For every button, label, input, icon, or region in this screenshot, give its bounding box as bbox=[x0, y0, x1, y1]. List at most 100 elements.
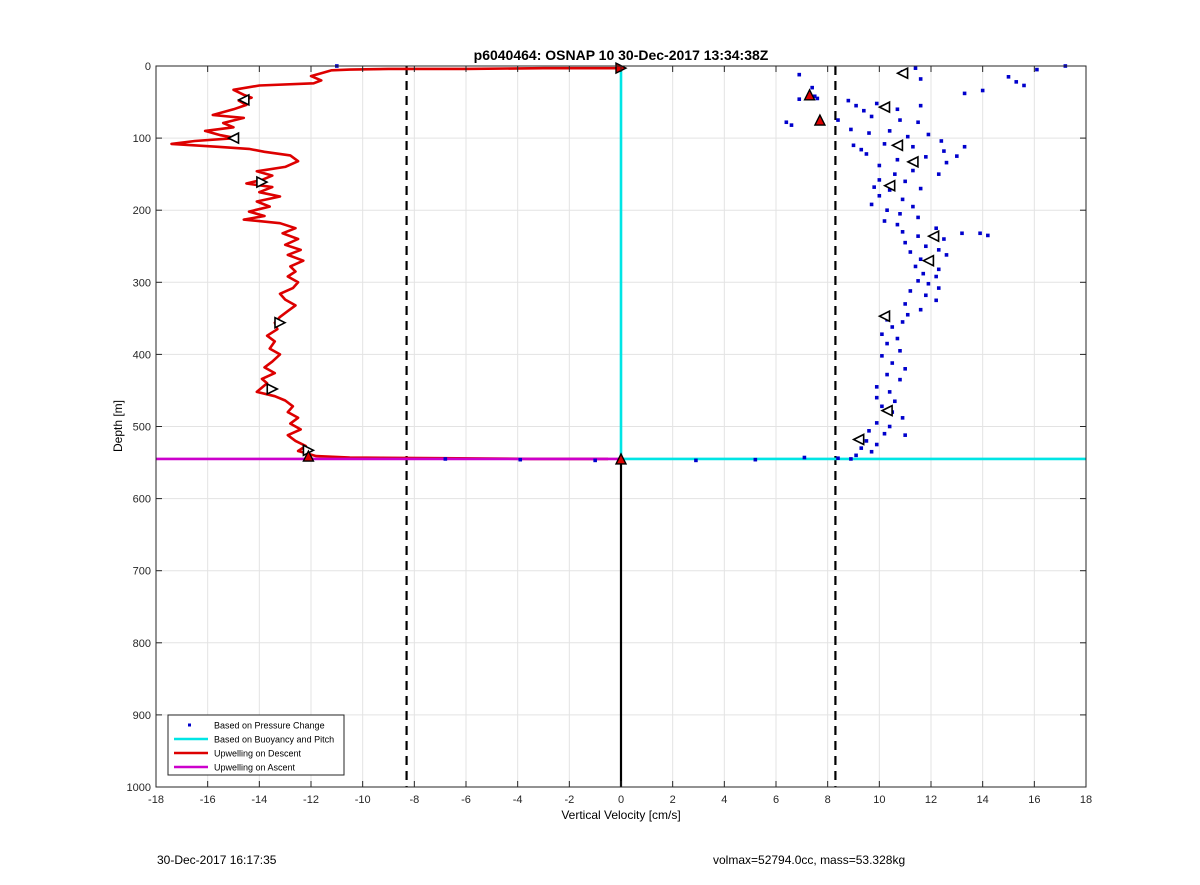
pressure-point bbox=[859, 147, 864, 152]
pressure-point bbox=[753, 457, 758, 462]
y-tick-label: 0 bbox=[145, 61, 151, 73]
x-tick-label: 18 bbox=[1080, 794, 1092, 806]
pressure-point bbox=[918, 307, 923, 312]
pressure-point bbox=[924, 244, 928, 249]
legend-label: Upwelling on Ascent bbox=[214, 763, 296, 773]
pressure-point bbox=[913, 264, 918, 269]
open-triangle-marker bbox=[256, 175, 269, 189]
reference-lines bbox=[405, 66, 837, 787]
pressure-point bbox=[867, 131, 871, 135]
pressure-point bbox=[1035, 67, 1039, 72]
x-tick-label: -6 bbox=[461, 794, 471, 806]
pressure-point bbox=[978, 231, 982, 236]
pressure-point bbox=[874, 395, 879, 400]
pressure-point bbox=[887, 129, 892, 133]
pressure-point bbox=[980, 88, 985, 93]
pressure-point bbox=[962, 91, 967, 96]
pressure-point bbox=[895, 222, 900, 227]
pressure-point bbox=[815, 96, 820, 101]
pressure-point bbox=[1014, 80, 1019, 84]
series-line bbox=[170, 66, 621, 461]
pressure-point bbox=[898, 377, 902, 382]
y-tick-label: 500 bbox=[133, 422, 151, 434]
pressure-point bbox=[895, 107, 900, 112]
pressure-point bbox=[955, 154, 959, 158]
pressure-point bbox=[900, 320, 905, 324]
pressure-point bbox=[903, 179, 907, 184]
pressure-point bbox=[890, 325, 895, 329]
open-triangle-marker bbox=[890, 139, 904, 152]
pressure-point bbox=[812, 94, 817, 99]
open-triangle-marker bbox=[274, 316, 287, 329]
pressure-point bbox=[918, 77, 923, 81]
open-triangle-marker bbox=[906, 155, 919, 169]
pressure-point bbox=[836, 118, 840, 122]
x-tick-label: -2 bbox=[564, 794, 574, 806]
pressure-point bbox=[874, 101, 879, 106]
pressure-point bbox=[859, 446, 864, 450]
pressure-point bbox=[926, 281, 931, 286]
pressure-point bbox=[903, 433, 907, 437]
pressure-point bbox=[944, 253, 949, 257]
legend-label: Based on Pressure Change bbox=[214, 721, 325, 731]
legend-label: Based on Buoyancy and Pitch bbox=[214, 735, 334, 745]
pressure-point bbox=[900, 230, 905, 234]
open-triangle-marker bbox=[921, 254, 935, 267]
pressure-point bbox=[926, 132, 931, 137]
x-tick-label: -12 bbox=[303, 794, 319, 806]
pressure-point bbox=[924, 155, 928, 159]
footer-timestamp: 30-Dec-2017 16:17:35 bbox=[157, 853, 277, 867]
x-tick-label: -8 bbox=[409, 794, 419, 806]
pressure-point bbox=[862, 108, 866, 113]
pressure-point bbox=[869, 449, 874, 454]
pressure-point bbox=[877, 178, 882, 182]
pressure-point bbox=[893, 399, 897, 404]
x-tick-label: -4 bbox=[513, 794, 523, 806]
pressure-point bbox=[900, 416, 905, 420]
pressure-point bbox=[869, 202, 874, 207]
pressure-point bbox=[1006, 75, 1011, 79]
pressure-point bbox=[908, 250, 913, 254]
pressure-point bbox=[810, 85, 814, 90]
pressure-point bbox=[893, 172, 897, 176]
open-triangle-marker bbox=[851, 433, 865, 446]
pressure-point bbox=[900, 197, 905, 202]
x-tick-label: -10 bbox=[355, 794, 371, 806]
pressure-point bbox=[913, 66, 918, 70]
x-tick-label: 10 bbox=[873, 794, 885, 806]
pressure-point bbox=[854, 453, 858, 458]
pressure-point bbox=[872, 185, 876, 189]
open-triangle-marker bbox=[877, 100, 891, 114]
axis-layer: -18 -16 -14 -12 -10 -8 -6 -4 -2 0 2 4 6 8 10 12 14 16 18 0 1… bbox=[127, 61, 1093, 806]
pressure-point bbox=[962, 144, 967, 149]
pressure-point bbox=[942, 149, 946, 153]
pressure-point bbox=[789, 123, 794, 127]
open-triangle-marker bbox=[237, 93, 250, 107]
open-triangle-marker bbox=[880, 404, 893, 417]
y-tick-label: 900 bbox=[133, 710, 151, 722]
legend-swatch bbox=[188, 723, 191, 727]
pressure-point bbox=[921, 271, 926, 276]
pressure-point bbox=[882, 431, 887, 436]
pressure-point bbox=[849, 457, 853, 461]
x-axis-label: Vertical Velocity [cm/s] bbox=[561, 808, 680, 822]
pressure-point bbox=[849, 127, 853, 132]
pressure-point bbox=[887, 188, 892, 192]
pressure-point bbox=[874, 421, 879, 425]
y-tick-label: 1000 bbox=[127, 782, 151, 794]
pressure-point bbox=[903, 302, 907, 306]
pressure-point bbox=[916, 279, 920, 283]
x-tick-label: 16 bbox=[1028, 794, 1040, 806]
y-axis-label: Depth [m] bbox=[111, 400, 125, 452]
footer-parameters: volmax=52794.0cc, mass=53.328kg bbox=[713, 853, 906, 867]
y-tick-label: 700 bbox=[133, 566, 151, 578]
pressure-point bbox=[911, 144, 915, 149]
pressure-point bbox=[911, 168, 915, 173]
x-tick-label: 4 bbox=[721, 794, 727, 806]
pressure-point bbox=[908, 289, 913, 293]
open-triangle-marker bbox=[266, 382, 280, 396]
pressure-point bbox=[867, 429, 871, 433]
pressure-point bbox=[593, 458, 597, 463]
pressure-point bbox=[802, 455, 807, 460]
